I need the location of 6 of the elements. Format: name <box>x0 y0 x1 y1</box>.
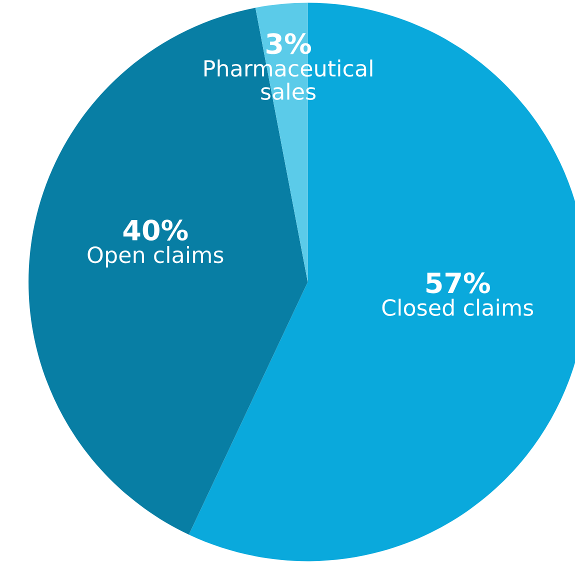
data-label: 40% <box>123 220 188 241</box>
slice-label: Closed claims <box>382 298 534 316</box>
slice-label: Pharmaceutical sales <box>204 60 372 100</box>
data-label: 3% <box>266 33 311 54</box>
slice-label: Open claims <box>88 246 224 268</box>
data-label: 57% <box>426 272 490 294</box>
